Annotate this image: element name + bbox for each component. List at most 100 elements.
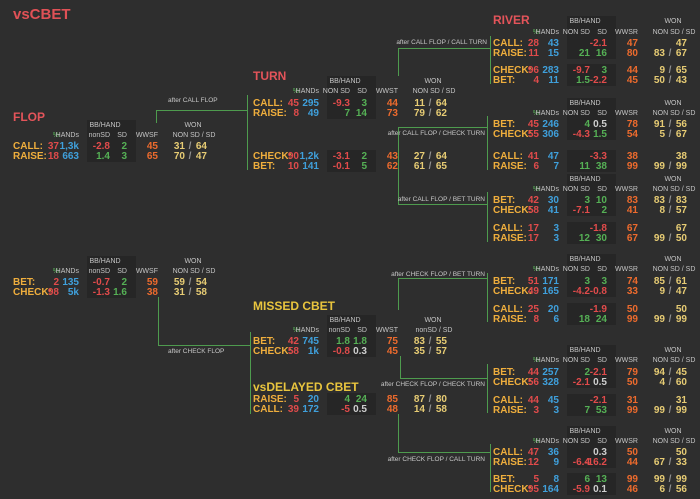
stat-hands: 36 bbox=[547, 447, 559, 458]
stat-label: RAISE: bbox=[493, 161, 527, 172]
header-sd: SD bbox=[357, 88, 367, 95]
stat-won-sd: 47 bbox=[195, 151, 207, 162]
stat-won-nonsd: 11 bbox=[414, 98, 425, 109]
stat-won-sd: 65 bbox=[435, 161, 447, 172]
tree-line bbox=[158, 297, 159, 345]
header-sd: SD bbox=[117, 268, 127, 275]
stat-label: CALL: bbox=[253, 404, 283, 415]
stat-won-sd: 99 bbox=[675, 405, 687, 416]
stat-won-nonsd: 91 bbox=[653, 119, 665, 130]
stat-wwsf: 45 bbox=[146, 141, 158, 152]
header-bbhand: BB/HAND bbox=[569, 256, 601, 263]
stat-bb-nonsd: -6.4 bbox=[572, 457, 590, 468]
stat-won-nonsd: 70 bbox=[173, 151, 185, 162]
won-slash: / bbox=[428, 336, 432, 347]
tree-line bbox=[156, 110, 247, 111]
stat-hands: 165 bbox=[542, 286, 559, 297]
stat-wwsf: 38 bbox=[626, 151, 638, 162]
header-wwsr: WWSR bbox=[615, 438, 638, 445]
stat-bb-sd: 2 bbox=[121, 277, 127, 288]
stat-label: BET: bbox=[493, 367, 516, 378]
header-sd: SD bbox=[117, 132, 127, 139]
tree-line bbox=[490, 36, 491, 84]
won-slash: / bbox=[668, 195, 672, 206]
tree-line bbox=[400, 378, 487, 379]
header-won-split: NON SD / SD bbox=[172, 132, 216, 139]
stat-percent: 18 bbox=[47, 151, 59, 162]
won-slash: / bbox=[188, 141, 192, 152]
header-bbhand: BB/HAND bbox=[569, 176, 601, 183]
won-slash: / bbox=[668, 367, 672, 378]
stat-label: CALL: bbox=[493, 447, 523, 458]
stat-bb-sd: 2 bbox=[361, 151, 367, 162]
header-won: WON bbox=[184, 258, 202, 265]
tree-line bbox=[487, 273, 488, 322]
stat-won-sd: 50 bbox=[675, 304, 687, 315]
stat-bb-nonsd: 4 bbox=[584, 119, 590, 130]
stat-wwsf: 45 bbox=[626, 75, 638, 86]
tree-line bbox=[398, 127, 399, 204]
stat-won-nonsd: 8 bbox=[659, 205, 665, 216]
stat-label: CALL: bbox=[493, 38, 523, 49]
stat-won-sd: 47 bbox=[675, 286, 687, 297]
stat-label: RAISE: bbox=[493, 405, 527, 416]
won-slash: / bbox=[428, 108, 432, 119]
header-wwst: WWST bbox=[375, 88, 398, 95]
stat-label: BET: bbox=[253, 336, 276, 347]
stat-bb-nonsd: -4.2 bbox=[572, 286, 590, 297]
stat-hands: 20 bbox=[547, 304, 559, 315]
stat-won-sd: 57 bbox=[675, 205, 687, 216]
stat-percent: 55 bbox=[527, 129, 539, 140]
stat-won-nonsd: 31 bbox=[173, 141, 185, 152]
stat-wwsf: 46 bbox=[626, 484, 638, 495]
stat-bb-sd: 16 bbox=[595, 48, 607, 59]
won-slash: / bbox=[428, 98, 432, 109]
stat-bb-sd: -2.1 bbox=[589, 367, 607, 378]
stat-wwsf: 45 bbox=[386, 346, 398, 357]
stat-wwsf: 50 bbox=[626, 447, 638, 458]
header-percent: % bbox=[52, 132, 59, 139]
stat-won-sd: 99 bbox=[675, 161, 687, 172]
stat-won-nonsd: 5 bbox=[659, 129, 665, 140]
stat-wwsf: 80 bbox=[626, 48, 638, 59]
stat-won-nonsd: 99 bbox=[653, 161, 665, 172]
stat-percent: 42 bbox=[287, 336, 299, 347]
header-percent: % bbox=[52, 268, 59, 275]
branch-label-after-check-flop-call-turn: after CHECK FLOP / CALL TURN bbox=[387, 456, 485, 463]
stat-hands: 41 bbox=[547, 205, 559, 216]
stat-won-sd: 56 bbox=[675, 484, 687, 495]
stat-won-sd: 65 bbox=[675, 65, 687, 76]
stat-percent: 44 bbox=[527, 395, 539, 406]
stat-won-sd: 60 bbox=[675, 377, 687, 388]
header-bbhand: BB/HAND bbox=[569, 347, 601, 354]
stat-hands: 20 bbox=[307, 394, 319, 405]
stat-bb-sd: 24 bbox=[355, 394, 367, 405]
header-percent: % bbox=[532, 186, 539, 193]
stat-percent: 17 bbox=[527, 223, 539, 234]
tree-line bbox=[398, 48, 490, 49]
stat-won-sd: 31 bbox=[675, 395, 687, 406]
won-slash: / bbox=[668, 405, 672, 416]
header-wwsf: WWSF bbox=[135, 132, 158, 139]
stat-won-sd: 57 bbox=[435, 346, 447, 357]
header-nonsd: NON SD bbox=[562, 266, 590, 273]
tree-line bbox=[487, 116, 488, 170]
stat-won-sd: 33 bbox=[675, 457, 687, 468]
stat-hands: 283 bbox=[542, 65, 559, 76]
stat-won-sd: 50 bbox=[675, 233, 687, 244]
tree-line bbox=[398, 452, 490, 453]
header-won-split: NON SD / SD bbox=[652, 266, 696, 273]
stat-percent: 4 bbox=[533, 75, 539, 86]
stat-won-sd: 64 bbox=[435, 98, 447, 109]
stat-label: BET: bbox=[493, 75, 516, 86]
stat-bb-nonsd: -2.8 bbox=[92, 141, 110, 152]
stat-bb-sd: 0.3 bbox=[593, 447, 607, 458]
stat-hands: 3 bbox=[553, 405, 559, 416]
stat-wwsf: 99 bbox=[626, 161, 638, 172]
header-hands: HANDs bbox=[535, 110, 559, 117]
stat-percent: 39 bbox=[287, 404, 299, 415]
stat-bb-sd: -16.2 bbox=[584, 457, 607, 468]
stat-label: BET: bbox=[493, 474, 516, 485]
header-sd: SD bbox=[597, 357, 607, 364]
